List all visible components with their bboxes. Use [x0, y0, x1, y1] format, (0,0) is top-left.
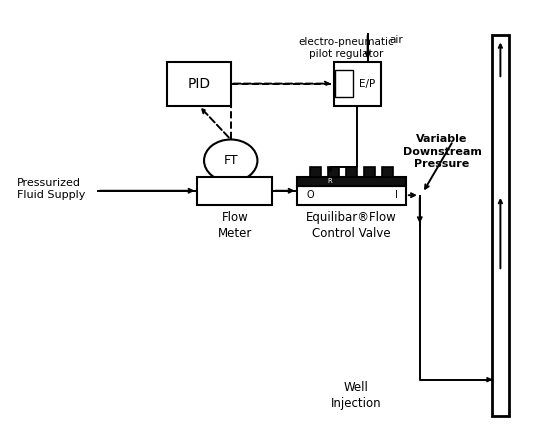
Text: air: air: [389, 35, 403, 44]
Circle shape: [204, 139, 257, 182]
Text: Pressurized
Fluid Supply: Pressurized Fluid Supply: [17, 178, 85, 200]
Bar: [495, 37, 506, 414]
Text: I: I: [395, 190, 398, 200]
Text: electro-pneumatic
pilot regulator: electro-pneumatic pilot regulator: [298, 37, 394, 59]
Bar: [334, 62, 381, 106]
Bar: [310, 167, 321, 177]
Bar: [297, 186, 406, 205]
Text: Flow
Meter: Flow Meter: [218, 211, 252, 240]
Bar: [346, 167, 357, 177]
Text: FT: FT: [224, 154, 238, 167]
Bar: [335, 70, 353, 97]
Text: PID: PID: [187, 77, 210, 91]
Text: E/P: E/P: [359, 79, 375, 88]
Text: R: R: [327, 178, 332, 184]
Bar: [197, 177, 272, 205]
Text: Variable
Downstream
Pressure: Variable Downstream Pressure: [403, 134, 481, 169]
Bar: [297, 177, 406, 186]
Bar: [383, 167, 393, 177]
Bar: [328, 167, 339, 177]
Bar: [492, 35, 509, 416]
Bar: [364, 167, 375, 177]
Text: O: O: [306, 190, 314, 200]
Text: Equilibar®Flow
Control Valve: Equilibar®Flow Control Valve: [306, 211, 397, 240]
Text: Well
Injection: Well Injection: [330, 381, 381, 410]
Bar: [167, 62, 231, 106]
